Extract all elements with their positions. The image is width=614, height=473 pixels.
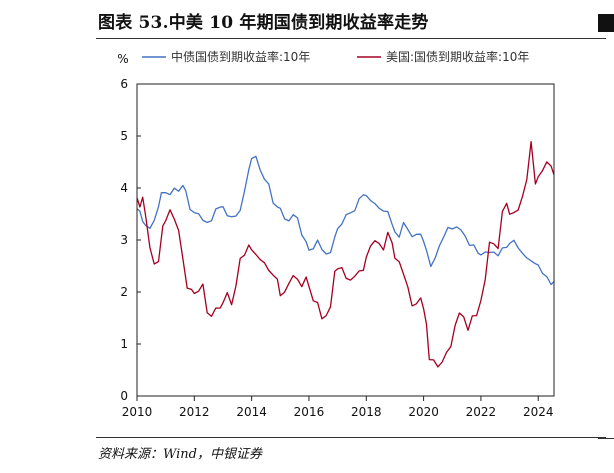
x-tick-label: 2022	[466, 405, 497, 419]
series-line-china-10y	[136, 155, 555, 286]
y-tick-label: 6	[120, 77, 128, 91]
chart-title: 图表 53.中美 10 年期国债到期收益率走势	[98, 13, 429, 33]
y-axis-unit-label: %	[117, 52, 128, 66]
adjacent-panel-edge	[598, 14, 614, 32]
legend-label: 中债国债到期收益率:10年	[171, 49, 310, 64]
x-tick-label: 2010	[122, 405, 153, 419]
series-line-us-10y	[136, 141, 555, 368]
title-rule	[96, 38, 606, 39]
legend-label: 美国:国债到期收益率:10年	[386, 49, 529, 64]
x-tick-label: 2020	[408, 405, 439, 419]
legend: 中债国债到期收益率:10年 美国:国债到期收益率:10年	[142, 49, 529, 64]
x-tick-label: 2016	[294, 405, 325, 419]
y-tick-label: 2	[120, 285, 128, 299]
x-tick-label: 2024	[523, 405, 554, 419]
y-axis: % 0 1 2 3 4 5 6	[117, 52, 141, 403]
x-tick-label: 2012	[179, 405, 210, 419]
y-tick-label: 0	[120, 389, 128, 403]
source-rule	[96, 437, 606, 438]
adjacent-panel-rule	[598, 438, 614, 439]
series-group	[136, 141, 555, 368]
x-tick-label: 2014	[236, 405, 267, 419]
source-note: 资料来源：Wind，中银证券	[98, 447, 262, 462]
y-tick-label: 3	[120, 233, 128, 247]
y-tick-label: 1	[120, 337, 128, 351]
y-tick-label: 5	[120, 129, 128, 143]
plot-frame	[136, 83, 555, 397]
x-axis: 2010 2012 2014 2016 2018 2020 2022 2024	[122, 396, 554, 419]
y-tick-label: 4	[120, 181, 128, 195]
x-tick-label: 2018	[351, 405, 382, 419]
